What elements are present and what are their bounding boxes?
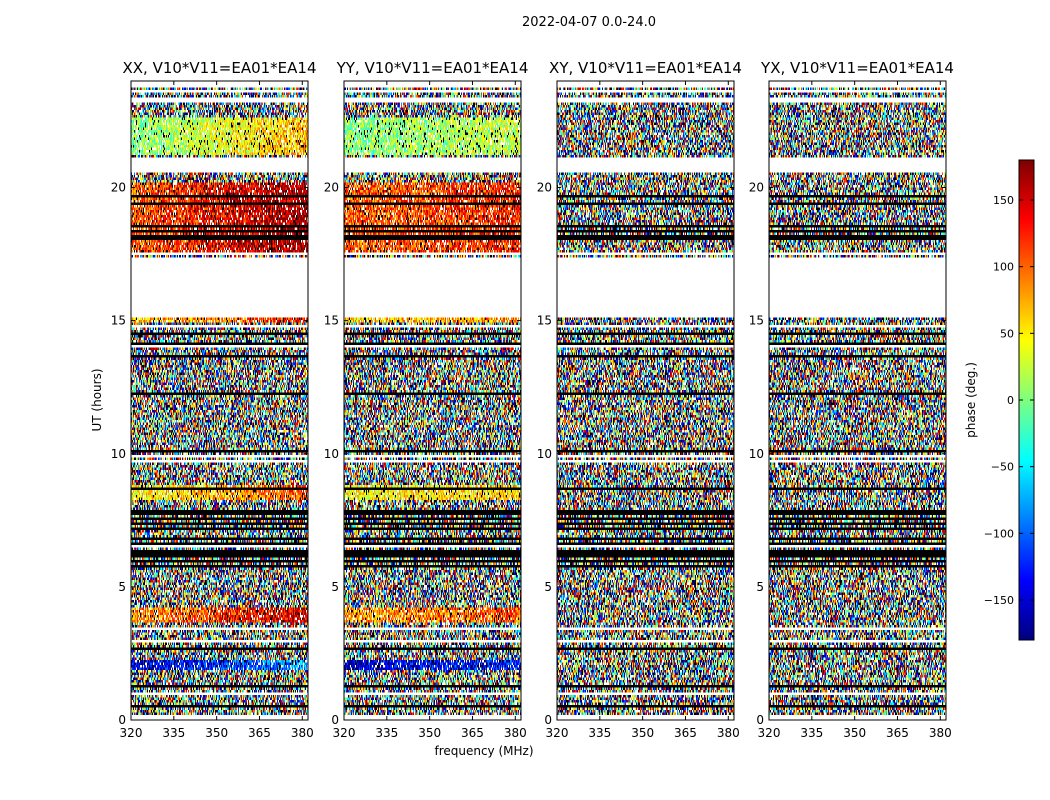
x-tick-label: 380 bbox=[717, 726, 740, 740]
colorbar-tick-label: 0 bbox=[1007, 394, 1014, 407]
panel-frame bbox=[343, 80, 522, 721]
y-tick-label: 5 bbox=[756, 580, 764, 594]
panel-frame bbox=[556, 80, 735, 721]
x-tick-label: 320 bbox=[758, 726, 781, 740]
colorbar: 150 100 50 0 −50 −100 −150 bbox=[984, 159, 1035, 641]
panels: XX, V10*V11=EA01*EA14 320 335 350 365 380 0 5 10… bbox=[111, 59, 954, 740]
x-tick-label: 335 bbox=[800, 726, 823, 740]
panel-title: XY, V10*V11=EA01*EA14 bbox=[549, 59, 742, 77]
x-tick-label: 335 bbox=[375, 726, 398, 740]
x-tick-label: 365 bbox=[461, 726, 484, 740]
y-tick-label: 15 bbox=[111, 314, 126, 328]
colorbar-tick-label: −150 bbox=[984, 594, 1014, 607]
y-tick-label: 15 bbox=[324, 314, 339, 328]
y-tick-label: 0 bbox=[118, 713, 126, 727]
phase-heatmap bbox=[131, 81, 308, 720]
x-tick-label: 350 bbox=[205, 726, 228, 740]
colorbar-tick-label: 50 bbox=[1000, 327, 1014, 340]
panel-yy: YY, V10*V11=EA01*EA14 320 335 350 365 380 0 5 10… bbox=[324, 59, 529, 740]
panel-xx: XX, V10*V11=EA01*EA14 320 335 350 365 380 0 5 10… bbox=[111, 59, 317, 740]
y-tick-label: 10 bbox=[324, 447, 339, 461]
x-tick-label: 380 bbox=[504, 726, 527, 740]
colorbar-gradient bbox=[1019, 160, 1034, 640]
panel-title: YX, V10*V11=EA01*EA14 bbox=[760, 59, 954, 77]
colorbar-label: phase (deg.) bbox=[964, 362, 978, 438]
y-tick-label: 0 bbox=[331, 713, 339, 727]
panel-frame bbox=[130, 80, 309, 721]
panel-title: XX, V10*V11=EA01*EA14 bbox=[122, 59, 316, 77]
y-axis-label: UT (hours) bbox=[90, 368, 104, 431]
y-tick-label: 5 bbox=[118, 580, 126, 594]
x-axis-label: frequency (MHz) bbox=[434, 744, 533, 758]
x-tick-label: 335 bbox=[588, 726, 611, 740]
colorbar-tick-label: −50 bbox=[991, 461, 1014, 474]
suptitle: 2022-04-07 0.0-24.0 bbox=[522, 15, 656, 30]
y-tick-label: 0 bbox=[756, 713, 764, 727]
y-tick-label: 15 bbox=[749, 314, 764, 328]
y-tick-label: 10 bbox=[111, 447, 126, 461]
panel-frame bbox=[768, 80, 947, 721]
phase-heatmap bbox=[344, 81, 521, 720]
x-tick-label: 365 bbox=[886, 726, 909, 740]
x-tick-label: 380 bbox=[929, 726, 952, 740]
y-tick-label: 20 bbox=[111, 181, 126, 195]
colorbar-tick-label: −100 bbox=[984, 527, 1014, 540]
x-tick-label: 320 bbox=[546, 726, 569, 740]
y-tick-label: 20 bbox=[749, 181, 764, 195]
colorbar-tick-label: 150 bbox=[993, 194, 1014, 207]
x-tick-label: 365 bbox=[248, 726, 271, 740]
panel-yx: YX, V10*V11=EA01*EA14 320 335 350 365 380 0 5 10… bbox=[749, 59, 954, 740]
phase-heatmap bbox=[557, 81, 734, 720]
panel-xy: XY, V10*V11=EA01*EA14 320 335 350 365 380 0 5 10… bbox=[537, 59, 742, 740]
x-tick-label: 320 bbox=[120, 726, 143, 740]
x-tick-label: 350 bbox=[631, 726, 654, 740]
x-tick-label: 350 bbox=[843, 726, 866, 740]
y-tick-label: 20 bbox=[537, 181, 552, 195]
y-tick-label: 0 bbox=[544, 713, 552, 727]
phase-heatmap bbox=[769, 81, 946, 720]
x-tick-label: 380 bbox=[291, 726, 314, 740]
x-tick-label: 320 bbox=[333, 726, 356, 740]
y-tick-label: 5 bbox=[331, 580, 339, 594]
x-tick-label: 335 bbox=[162, 726, 185, 740]
y-tick-label: 5 bbox=[544, 580, 552, 594]
colorbar-tick-label: 100 bbox=[993, 261, 1014, 274]
y-tick-label: 15 bbox=[537, 314, 552, 328]
y-tick-label: 20 bbox=[324, 181, 339, 195]
x-tick-label: 365 bbox=[674, 726, 697, 740]
y-tick-label: 10 bbox=[749, 447, 764, 461]
y-tick-label: 10 bbox=[537, 447, 552, 461]
panel-title: YY, V10*V11=EA01*EA14 bbox=[336, 59, 529, 77]
x-tick-label: 350 bbox=[418, 726, 441, 740]
